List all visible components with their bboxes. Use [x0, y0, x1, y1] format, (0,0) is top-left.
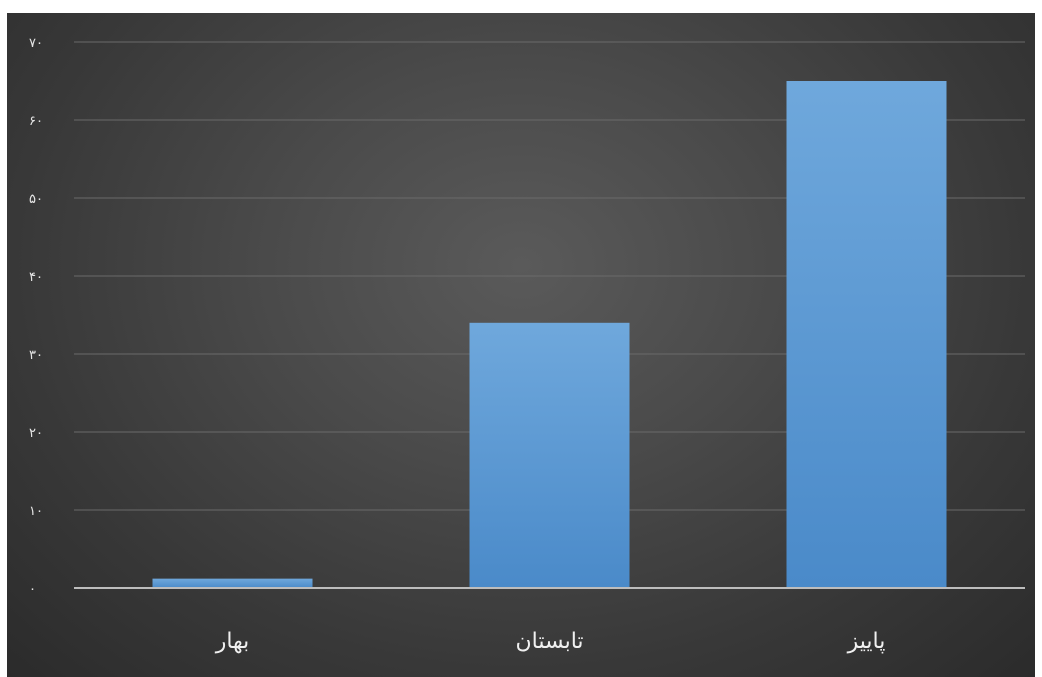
bar: [786, 81, 947, 588]
bar: [469, 322, 630, 588]
y-tick-label: ۲۰: [29, 426, 43, 441]
x-axis-labels: بهار تابستان پاییز: [215, 629, 886, 654]
bar-chart: ۰ ۱۰ ۲۰ ۳۰ ۴۰ ۵۰ ۶۰ ۷۰ بهار تابستان پاییز: [29, 36, 1025, 654]
bar: [152, 578, 313, 588]
y-tick-label: ۱۰: [29, 504, 43, 519]
y-tick-label: ۰: [29, 582, 36, 597]
x-category-label: تابستان: [515, 629, 583, 654]
x-category-label: بهار: [215, 629, 250, 654]
y-tick-label: ۷۰: [29, 36, 43, 51]
y-tick-label: ۳۰: [29, 348, 43, 363]
x-category-label: پاییز: [847, 629, 886, 654]
y-axis-ticks: ۰ ۱۰ ۲۰ ۳۰ ۴۰ ۵۰ ۶۰ ۷۰: [29, 36, 43, 597]
y-tick-label: ۶۰: [29, 114, 43, 129]
y-tick-label: ۵۰: [29, 192, 43, 207]
y-tick-label: ۴۰: [29, 270, 43, 285]
chart-area: ۰ ۱۰ ۲۰ ۳۰ ۴۰ ۵۰ ۶۰ ۷۰ بهار تابستان پاییز: [7, 13, 1035, 677]
bars: [152, 81, 947, 588]
